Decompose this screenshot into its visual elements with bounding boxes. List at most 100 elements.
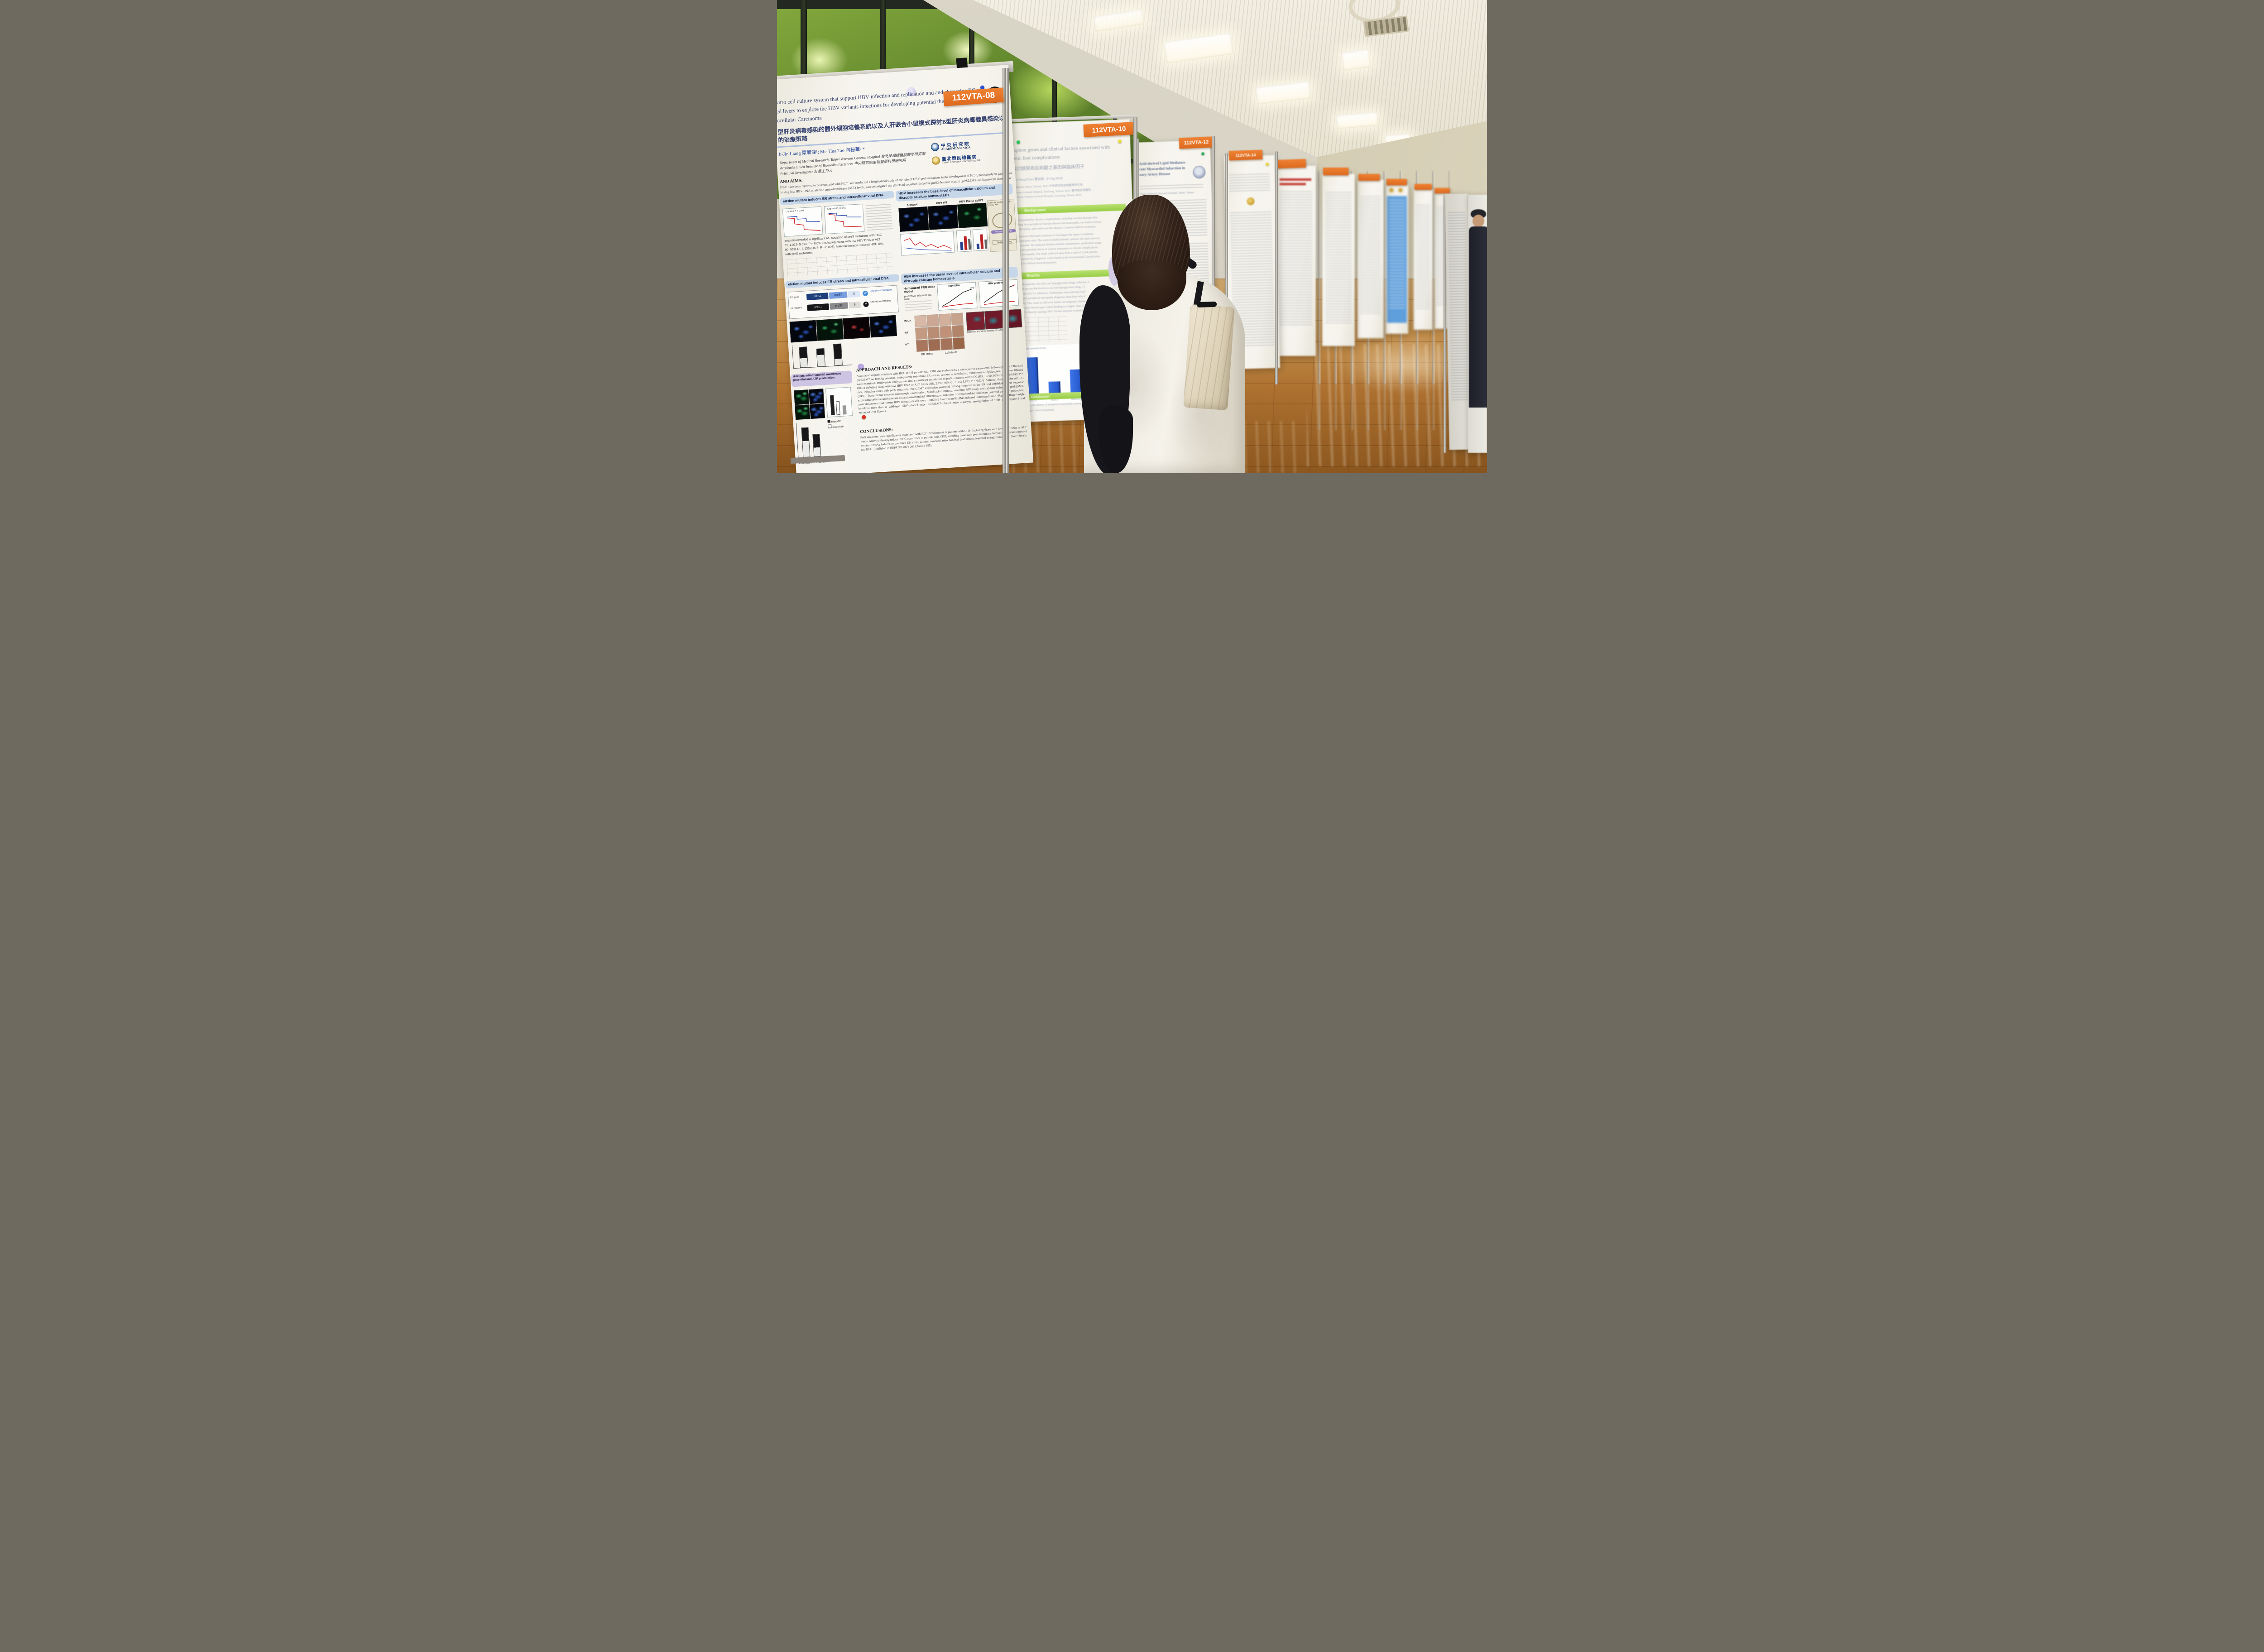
stand-pole <box>1275 151 1278 384</box>
trichrome-image <box>984 310 1004 330</box>
conclusions-head: CONCLUSIONS: <box>859 427 893 435</box>
ceiling-light <box>1341 48 1372 71</box>
legend-mito-atp: Mito ATP <box>827 419 841 424</box>
legend-mito-label: Mito ATP <box>831 420 841 424</box>
section-header-calcium: HBV increases the basal level of intrace… <box>895 183 1013 202</box>
fluorescence-image-control <box>898 206 929 232</box>
legend-glyco-label: Glyco ATP <box>832 425 844 429</box>
diagram-caption-fura: Cells are pre-loaded with Fura 2 AM <box>988 200 1011 206</box>
poster-8-seal <box>1389 188 1394 192</box>
frg-mouse-sketch <box>904 300 932 312</box>
academia-sinica-logo <box>931 143 940 152</box>
green-pin <box>1016 140 1021 144</box>
poster-8-blue <box>1386 184 1408 334</box>
poster-2-title-line1: explore genes and clinical factors assoc… <box>1011 144 1110 154</box>
caption-cell-death: Cell death <box>945 351 957 355</box>
fluorescence-image-hbv-wt <box>928 204 959 230</box>
poster-10-tag <box>1434 188 1450 193</box>
legend-glyco-atp: Glyco ATP <box>828 424 844 429</box>
gene-row-label: S/S gene <box>790 296 799 299</box>
approach-body: Association of preS mutations with HCC i… <box>856 364 1025 415</box>
mini-bar-chart <box>972 228 988 251</box>
data-table <box>786 253 892 277</box>
window-mullion <box>1052 32 1057 199</box>
stacked-bar-chart <box>791 341 852 369</box>
ceiling-light <box>1335 112 1379 129</box>
mito-microscopy <box>810 403 825 419</box>
confocal-image <box>789 320 817 343</box>
ceiling-light <box>1255 81 1311 105</box>
stand-pole <box>1444 195 1446 453</box>
yellow-pin <box>1266 162 1269 166</box>
poster-2-title-zh: 探討糖尿病足病變之基因與臨床因子 <box>1012 164 1085 172</box>
poster-session-corridor: 112VTA-14 Acid-derived Lipid Mediators c… <box>777 0 1487 473</box>
woman-hair-lower <box>1118 260 1186 310</box>
mito-microscopy <box>809 389 825 404</box>
poster-5 <box>1276 166 1316 356</box>
poster-6-tag <box>1323 168 1348 175</box>
ceiling-light <box>1093 9 1145 32</box>
section-header-mito: disrupts mitochondrial membrane potentia… <box>791 370 853 387</box>
woman-visitor <box>1076 192 1252 473</box>
fluorescence-image-pres2 <box>957 202 988 228</box>
mito-bar-chart <box>825 387 853 418</box>
poster-5-red-title <box>1280 183 1306 185</box>
km-curve-chart: Log rank P < 0.001 <box>782 206 823 237</box>
green-pin <box>1201 152 1205 156</box>
frg-model-head: Humanized FRG mice model <box>903 285 935 294</box>
tvgh-logo <box>931 156 940 165</box>
poster-9 <box>1414 189 1433 330</box>
poster-2-title-line2: betic foot complications <box>1012 154 1060 162</box>
mito-microscopy <box>795 404 811 420</box>
poster-2-background-label: Background <box>1024 207 1046 213</box>
legend-defective: Secretion-defective <box>870 299 892 304</box>
histology-row-label: MT <box>905 343 909 346</box>
legend-wt: WT <box>970 287 974 290</box>
tote-bag <box>1183 301 1235 411</box>
caption-er-stress: ER stress <box>921 352 933 356</box>
stand-pole <box>1212 136 1215 401</box>
gene-box-pres2-mut: preS2 <box>830 302 849 310</box>
stats-smudge <box>865 203 893 231</box>
jacket-dangling-sleeve <box>1099 405 1133 473</box>
yellow-pin <box>1118 139 1122 144</box>
gene-diagram: S/S gene preS1 preS2 S W Secretion-compe… <box>787 285 899 319</box>
histology-row-label: WT <box>904 331 909 335</box>
gene-box-pres1-mut: preS1 <box>807 303 830 312</box>
visitor-head <box>1473 215 1484 227</box>
poster-8-tag <box>1386 179 1407 185</box>
poster-3-title: Acid-derived Lipid Mediators cute Myocar… <box>1139 160 1193 178</box>
poster-4-tag: 112VTA-14 <box>1228 149 1263 161</box>
hbv-protein-chart: HBV protein MT <box>978 279 1019 308</box>
ceiling-light <box>1163 32 1234 64</box>
gene-row-label: on mutants <box>790 306 802 310</box>
poster-4-tag-label: 112VTA-14 <box>1235 152 1256 158</box>
second-visitor <box>1469 206 1487 424</box>
hbv-dna-chart: HBV DNA WT <box>937 282 978 311</box>
gene-box-s: S <box>848 290 860 298</box>
km-curve-chart: Log rank P < 0.001 <box>824 203 865 235</box>
mini-bar-chart <box>956 230 972 252</box>
stand-pole <box>1225 153 1228 392</box>
histology-grid <box>914 312 965 352</box>
gene-box-s-mut: S <box>849 301 861 309</box>
poster-1: Poster 08 vitro cell culture system that… <box>777 65 1034 473</box>
poster-8-seal <box>1398 188 1403 192</box>
hbv-dna-lines <box>942 288 973 307</box>
calcium-trace-chart <box>900 231 955 256</box>
legend-mt: MT <box>1012 284 1016 288</box>
stand-pole <box>1002 68 1009 473</box>
poster-1-aims-head: AND AIMS: <box>779 178 803 185</box>
km-curves <box>787 216 821 231</box>
legend-w-circle: W <box>862 290 868 297</box>
poster-2-tag-label: 112VTA-10 <box>1092 125 1126 134</box>
flux-stacked-bars <box>796 421 825 458</box>
legend-m-circle: M <box>863 301 869 307</box>
poster-1-tag-label: 112VTA-08 <box>951 90 995 103</box>
poster-3-hospital-seal <box>1192 165 1206 179</box>
poster-3-tag-label: 112VTA-12 <box>1184 139 1209 146</box>
poster-3-title-line: nary Artery Disease <box>1139 172 1170 177</box>
histology-row-label: MOCK <box>903 319 911 323</box>
poster-6 <box>1322 174 1355 346</box>
gene-box-pres2: preS2 <box>829 291 848 299</box>
